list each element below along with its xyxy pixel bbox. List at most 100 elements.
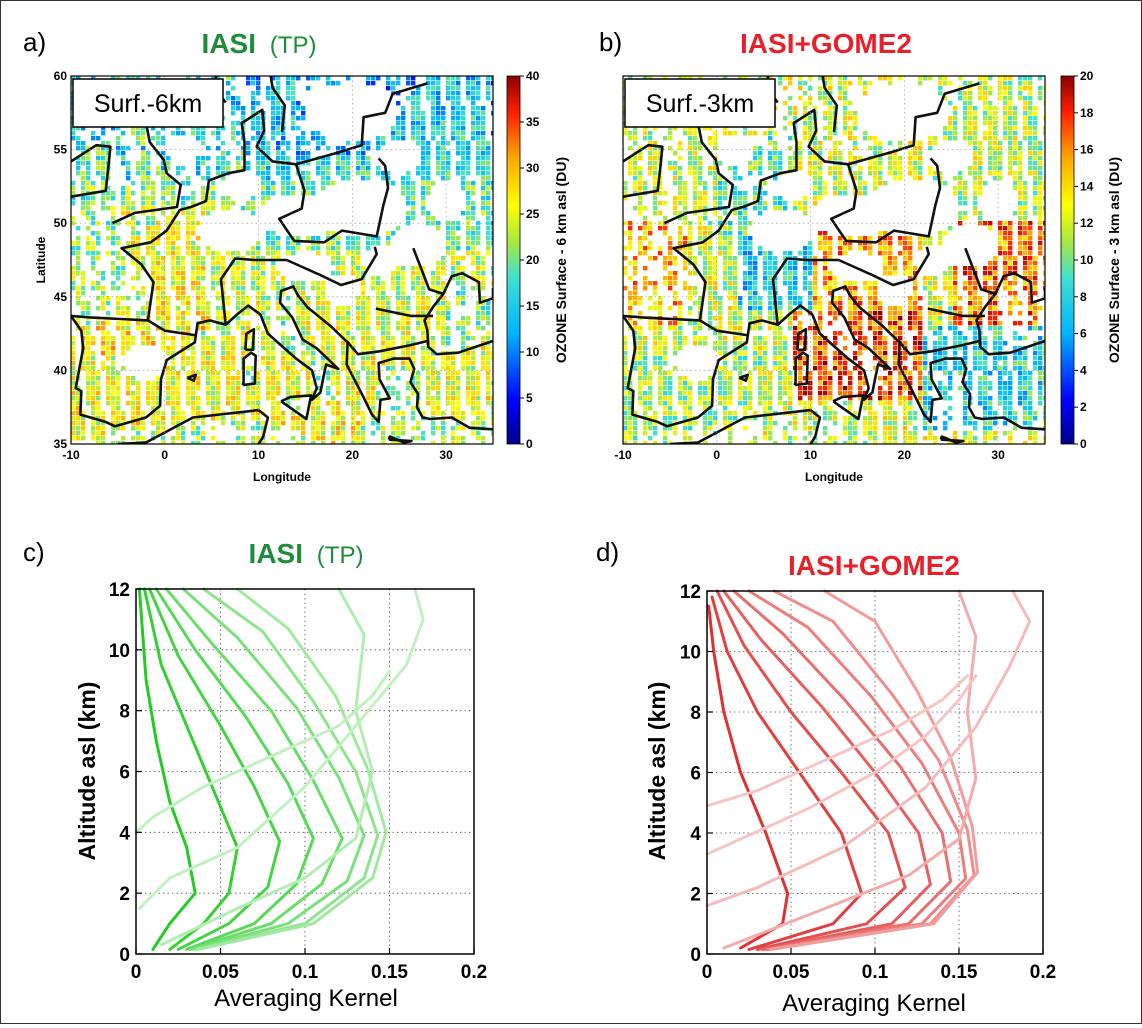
map-cell bbox=[466, 196, 470, 200]
map-cell bbox=[386, 331, 390, 335]
map-cell bbox=[828, 171, 832, 175]
map-cell bbox=[436, 406, 440, 410]
map-cell bbox=[456, 171, 460, 175]
map-cell bbox=[481, 201, 485, 205]
map-cell bbox=[873, 136, 877, 140]
map-cell bbox=[196, 281, 200, 285]
map-cell bbox=[673, 271, 677, 275]
map-cell bbox=[998, 161, 1002, 165]
map-cell bbox=[201, 161, 205, 165]
map-cell bbox=[663, 231, 667, 235]
map-cell bbox=[86, 346, 90, 350]
map-cell bbox=[206, 326, 210, 330]
map-cell bbox=[466, 401, 470, 405]
map-cell bbox=[828, 246, 832, 250]
map-cell bbox=[1038, 251, 1042, 255]
map-cell bbox=[471, 431, 475, 435]
map-cell bbox=[246, 321, 250, 325]
map-cell bbox=[788, 156, 792, 160]
map-cell bbox=[466, 391, 470, 395]
map-cell bbox=[838, 246, 842, 250]
map-cell bbox=[983, 101, 987, 105]
map-cell bbox=[451, 241, 455, 245]
map-cell bbox=[71, 216, 75, 220]
panel-b-map bbox=[623, 76, 1047, 445]
map-cell bbox=[436, 396, 440, 400]
map-cell bbox=[823, 96, 827, 100]
map-cell bbox=[471, 376, 475, 380]
map-cell bbox=[251, 386, 255, 390]
map-cell bbox=[266, 191, 270, 195]
map-cell bbox=[848, 131, 852, 135]
map-cell bbox=[883, 261, 887, 265]
map-cell bbox=[838, 191, 842, 195]
map-cell bbox=[678, 231, 682, 235]
map-cell bbox=[833, 171, 837, 175]
map-cell bbox=[106, 321, 110, 325]
map-cell bbox=[246, 391, 250, 395]
map-cell bbox=[381, 176, 385, 180]
map-cell bbox=[988, 151, 992, 155]
map-cell bbox=[818, 241, 822, 245]
map-cell bbox=[481, 441, 485, 445]
map-cell bbox=[136, 311, 140, 315]
x-tick-label: 10 bbox=[252, 448, 266, 462]
map-cell bbox=[136, 291, 140, 295]
map-cell bbox=[251, 401, 255, 405]
map-cell bbox=[366, 301, 370, 305]
map-cell bbox=[683, 216, 687, 220]
map-cell bbox=[336, 306, 340, 310]
map-cell bbox=[306, 351, 310, 355]
map-cell bbox=[978, 211, 982, 215]
map-cell bbox=[336, 406, 340, 410]
map-cell bbox=[351, 336, 355, 340]
map-cell bbox=[848, 136, 852, 140]
map-cell bbox=[316, 76, 320, 80]
map-cell bbox=[983, 266, 987, 270]
map-cell bbox=[1038, 201, 1042, 205]
map-cell bbox=[156, 281, 160, 285]
map-cell bbox=[201, 341, 205, 345]
map-cell bbox=[396, 131, 400, 135]
map-cell bbox=[311, 236, 315, 240]
map-cell bbox=[341, 341, 345, 345]
map-cell bbox=[106, 206, 110, 210]
map-cell bbox=[481, 356, 485, 360]
map-cell bbox=[176, 311, 180, 315]
map-cell bbox=[91, 241, 95, 245]
map-cell bbox=[96, 231, 100, 235]
map-cell bbox=[1018, 241, 1022, 245]
map-cell bbox=[426, 166, 430, 170]
map-cell bbox=[126, 206, 130, 210]
map-cell bbox=[958, 216, 962, 220]
map-cell bbox=[401, 186, 405, 190]
map-cell bbox=[853, 141, 857, 145]
map-cell bbox=[316, 286, 320, 290]
map-cell bbox=[356, 261, 360, 265]
map-cell bbox=[231, 406, 235, 410]
map-cell bbox=[733, 176, 737, 180]
map-cell bbox=[361, 341, 365, 345]
map-cell bbox=[291, 376, 295, 380]
map-cell bbox=[271, 231, 275, 235]
map-cell bbox=[361, 416, 365, 420]
map-cell bbox=[126, 176, 130, 180]
map-cell bbox=[336, 156, 340, 160]
map-cell bbox=[116, 376, 120, 380]
map-cell bbox=[166, 376, 170, 380]
map-cell bbox=[301, 351, 305, 355]
map-cell bbox=[1008, 161, 1012, 165]
map-cell bbox=[331, 371, 335, 375]
map-cell bbox=[481, 206, 485, 210]
map-cell bbox=[111, 381, 115, 385]
map-cell bbox=[371, 366, 375, 370]
map-cell bbox=[251, 201, 255, 205]
map-cell bbox=[356, 406, 360, 410]
map-cell bbox=[176, 321, 180, 325]
map-cell bbox=[451, 136, 455, 140]
map-cell bbox=[371, 281, 375, 285]
map-cell bbox=[451, 96, 455, 100]
map-cell bbox=[788, 166, 792, 170]
map-cell bbox=[156, 316, 160, 320]
map-cell bbox=[151, 196, 155, 200]
